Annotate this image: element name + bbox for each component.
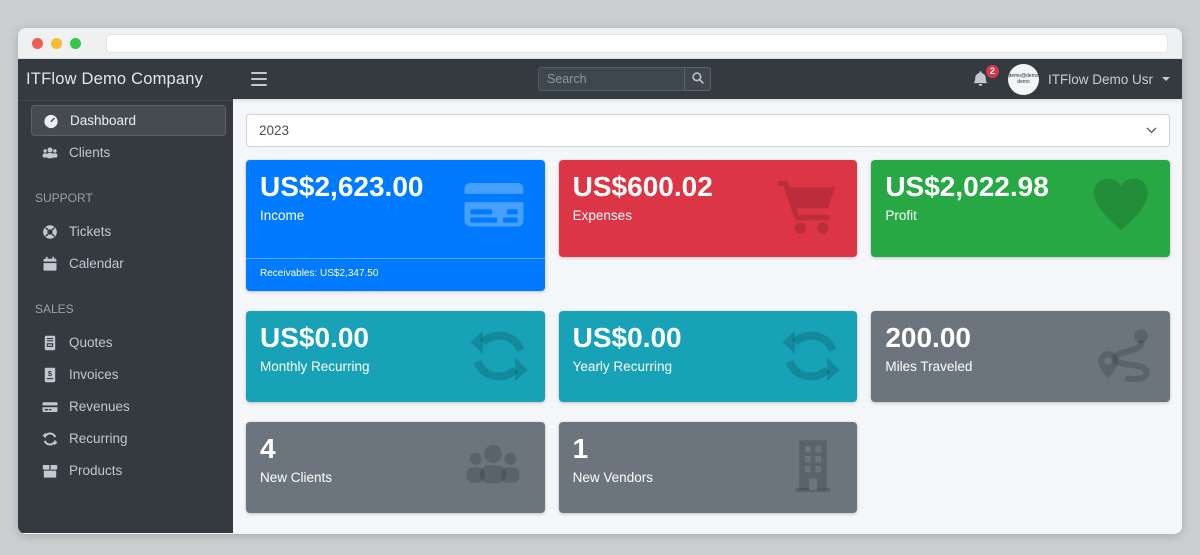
sidebar-item-revenues[interactable]: Revenues xyxy=(31,391,226,422)
sync-icon xyxy=(42,431,58,447)
sidebar-item-label: Revenues xyxy=(69,399,130,414)
bell-icon xyxy=(972,70,989,91)
search-input[interactable] xyxy=(538,67,684,91)
route-icon xyxy=(1091,325,1155,387)
notification-badge: 2 xyxy=(985,64,999,78)
credit-card-icon xyxy=(458,174,530,238)
profit-card[interactable]: US$2,022.98 Profit xyxy=(871,160,1170,257)
shopping-cart-icon xyxy=(772,174,842,240)
browser-toolbar xyxy=(18,28,1182,59)
sidebar-item-recurring[interactable]: Recurring xyxy=(31,423,226,454)
expenses-card[interactable]: US$600.02 Expenses xyxy=(558,160,858,257)
menu-toggle-button[interactable] xyxy=(251,72,267,86)
sidebar-item-label: Clients xyxy=(69,145,111,160)
income-label: Income xyxy=(260,207,305,223)
sidebar-section-sales: SALES xyxy=(35,302,74,316)
select-chevron-icon xyxy=(1146,127,1157,134)
monthly-recurring-label: Monthly Recurring xyxy=(260,358,370,374)
sidebar-item-products[interactable]: Products xyxy=(31,455,226,486)
income-footer: Receivables: US$2,347.50 xyxy=(246,258,545,291)
brand-label: ITFlow Demo Company xyxy=(26,70,204,88)
calendar-icon xyxy=(42,256,58,272)
sidebar-item-label: Tickets xyxy=(69,224,112,239)
sidebar-item-clients[interactable]: Clients xyxy=(31,137,226,168)
sync-icon xyxy=(780,325,842,387)
brand-link[interactable]: ITFlow Demo Company xyxy=(18,59,233,101)
sync-icon xyxy=(468,325,530,387)
box-icon xyxy=(42,463,58,479)
expenses-value: US$600.02 xyxy=(572,171,713,202)
yearly-recurring-label: Yearly Recurring xyxy=(572,358,672,374)
chevron-down-icon xyxy=(1162,77,1170,85)
sidebar-item-invoices[interactable]: $ Invoices xyxy=(31,359,226,390)
users-icon xyxy=(42,145,58,161)
zoom-button[interactable] xyxy=(70,37,81,49)
user-name: ITFlow Demo Usr xyxy=(1047,71,1153,87)
tachometer-icon xyxy=(43,113,59,129)
sidebar-item-label: Products xyxy=(69,463,123,478)
minimize-button[interactable] xyxy=(51,37,62,49)
new-vendors-card[interactable]: 1 New Vendors xyxy=(558,422,858,513)
avatar: demo@demo demo xyxy=(1007,63,1039,95)
monthly-recurring-value: US$0.00 xyxy=(260,322,369,353)
money-check-icon xyxy=(42,399,58,415)
miles-traveled-card[interactable]: 200.00 Miles Traveled xyxy=(871,311,1170,402)
new-vendors-label: New Vendors xyxy=(572,469,653,485)
yearly-recurring-value: US$0.00 xyxy=(572,322,682,353)
sidebar-item-tickets[interactable]: Tickets xyxy=(31,216,226,247)
search-icon xyxy=(691,71,705,88)
sidebar-item-dashboard[interactable]: Dashboard xyxy=(31,105,226,136)
building-icon xyxy=(784,436,842,498)
year-select-value: 2023 xyxy=(259,123,290,138)
sidebar-item-quotes[interactable]: Quotes xyxy=(31,327,226,358)
new-clients-label: New Clients xyxy=(260,469,333,485)
profit-value: US$2,022.98 xyxy=(885,171,1049,202)
sidebar-item-label: Quotes xyxy=(69,335,113,350)
dashboard-content: 2023 US$2,623.00 Income xyxy=(233,99,1182,533)
new-vendors-value: 1 xyxy=(572,433,589,464)
top-navbar: 2 demo@demo demo ITFlow Demo Usr xyxy=(233,59,1182,99)
browser-window: ITFlow Demo Company Dashboard Clients SU… xyxy=(18,28,1182,534)
users-icon xyxy=(456,436,530,496)
income-value: US$2,623.00 xyxy=(260,171,424,202)
sidebar-item-label: Invoices xyxy=(69,367,119,382)
sidebar-item-label: Calendar xyxy=(69,256,124,271)
life-ring-icon xyxy=(42,224,58,240)
sidebar-item-calendar[interactable]: Calendar xyxy=(31,248,226,279)
monthly-recurring-card[interactable]: US$0.00 Monthly Recurring xyxy=(246,311,545,402)
sidebar: ITFlow Demo Company Dashboard Clients SU… xyxy=(18,59,233,533)
notifications-button[interactable]: 2 xyxy=(972,64,999,91)
yearly-recurring-card[interactable]: US$0.00 Yearly Recurring xyxy=(558,311,858,402)
new-clients-value: 4 xyxy=(260,433,276,464)
sidebar-section-support: SUPPORT xyxy=(35,191,93,205)
income-card[interactable]: US$2,623.00 Income Receivables: US$2,347… xyxy=(246,160,545,291)
profit-label: Profit xyxy=(885,207,917,223)
sidebar-item-label: Recurring xyxy=(69,431,128,446)
new-clients-card[interactable]: 4 New Clients xyxy=(246,422,545,513)
search-button[interactable] xyxy=(684,67,711,91)
expenses-label: Expenses xyxy=(572,207,632,223)
heart-icon xyxy=(1087,174,1155,238)
sidebar-item-label: Dashboard xyxy=(70,113,137,128)
close-button[interactable] xyxy=(32,37,43,49)
miles-traveled-label: Miles Traveled xyxy=(885,358,973,374)
file-invoice-icon xyxy=(42,335,58,351)
navbar-search xyxy=(538,67,711,91)
svg-text:$: $ xyxy=(48,369,53,378)
file-invoice-dollar-icon: $ xyxy=(42,367,58,383)
url-bar[interactable] xyxy=(106,34,1168,53)
user-menu[interactable]: demo@demo demo ITFlow Demo Usr xyxy=(1007,63,1170,95)
year-select[interactable]: 2023 xyxy=(246,114,1170,147)
miles-traveled-value: 200.00 xyxy=(885,322,971,353)
